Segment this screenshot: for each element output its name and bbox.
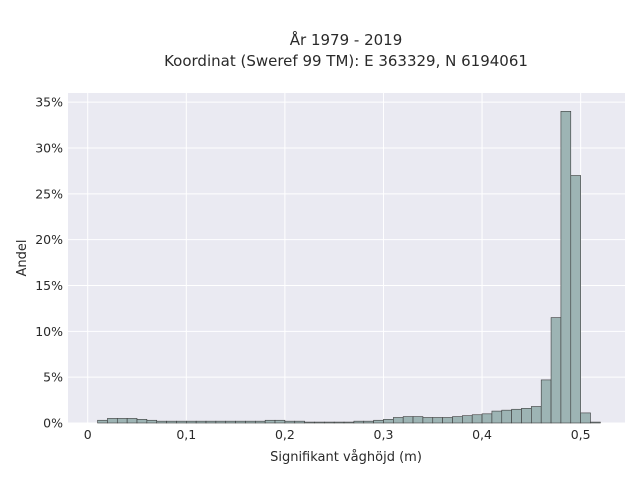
histogram-bar — [570, 175, 581, 424]
chart-title-line1: År 1979 - 2019 — [290, 30, 403, 49]
histogram-bar — [363, 420, 374, 424]
histogram-bar — [284, 420, 296, 424]
histogram-bar — [304, 421, 315, 424]
histogram-bar — [107, 418, 118, 424]
y-tick-label: 0% — [43, 416, 63, 431]
y-tick-label: 20% — [35, 232, 63, 247]
histogram-bars — [97, 111, 601, 424]
y-axis-label: Andel — [15, 240, 30, 277]
x-axis-ticks: 0 0,1 0,2 0,3 0,4 0,5 — [84, 427, 591, 442]
histogram-bar — [195, 420, 207, 424]
histogram-bar — [205, 420, 217, 424]
y-tick-label: 5% — [43, 370, 63, 385]
histogram-bar — [274, 419, 286, 424]
y-tick-label: 25% — [35, 186, 63, 201]
y-tick-label: 35% — [35, 95, 63, 110]
x-tick-label: 0,2 — [275, 427, 295, 442]
histogram-bar — [146, 419, 158, 424]
chart-title-line2: Koordinat (Sweref 99 TM): E 363329, N 61… — [164, 52, 528, 70]
histogram-bar — [136, 419, 148, 424]
histogram-bar — [186, 420, 197, 424]
histogram-bar — [550, 317, 562, 424]
histogram-bar — [462, 415, 473, 424]
histogram-bar — [590, 421, 601, 424]
histogram-bar — [393, 417, 404, 424]
x-tick-label: 0,3 — [374, 427, 394, 442]
histogram-bar — [343, 421, 355, 424]
histogram-bar — [540, 379, 552, 424]
histogram-bar — [225, 420, 236, 424]
histogram-bar — [333, 421, 345, 424]
y-axis-ticks: 0% 5% 10% 15% 20% 25% 30% 35% — [35, 95, 63, 431]
histogram-bar — [215, 420, 227, 424]
histogram-bar — [471, 414, 483, 424]
histogram-bar — [580, 412, 591, 424]
histogram-bar — [353, 420, 365, 424]
histogram-bar — [166, 420, 177, 424]
histogram-bar — [402, 416, 414, 424]
histogram-bar — [245, 420, 256, 424]
y-tick-label: 10% — [35, 324, 63, 339]
histogram-bar — [481, 413, 493, 424]
histogram-bar — [412, 416, 424, 424]
histogram-bar — [422, 417, 434, 424]
x-tick-label: 0,5 — [571, 427, 591, 442]
histogram-bar — [442, 417, 453, 424]
histogram-bar — [264, 419, 276, 424]
x-axis-label: Signifikant våghöjd (m) — [270, 450, 422, 465]
histogram-bar — [491, 410, 503, 424]
histogram-bar — [176, 420, 187, 424]
histogram-bar — [235, 420, 246, 424]
histogram-bar — [452, 416, 463, 424]
histogram-bar — [383, 419, 394, 424]
y-tick-label: 30% — [35, 141, 63, 156]
y-tick-label: 15% — [35, 278, 63, 293]
histogram-bar — [126, 418, 138, 424]
histogram-bar — [501, 409, 512, 424]
histogram-bar — [156, 420, 167, 424]
histogram-bar — [314, 421, 325, 424]
histogram-bar — [116, 418, 128, 424]
histogram-bar — [521, 408, 532, 424]
x-tick-label: 0 — [84, 427, 92, 442]
histogram-bar — [294, 420, 305, 424]
histogram-bar — [531, 406, 542, 424]
x-tick-label: 0,4 — [472, 427, 492, 442]
histogram-bar — [511, 408, 522, 424]
histogram-bar — [373, 419, 384, 424]
histogram-bar — [560, 111, 572, 424]
x-tick-label: 0,1 — [176, 427, 196, 442]
histogram-bar — [255, 420, 266, 424]
plot-area — [68, 93, 625, 423]
histogram-bar — [432, 417, 443, 424]
histogram-bar — [324, 421, 335, 424]
histogram-bar — [97, 419, 108, 424]
